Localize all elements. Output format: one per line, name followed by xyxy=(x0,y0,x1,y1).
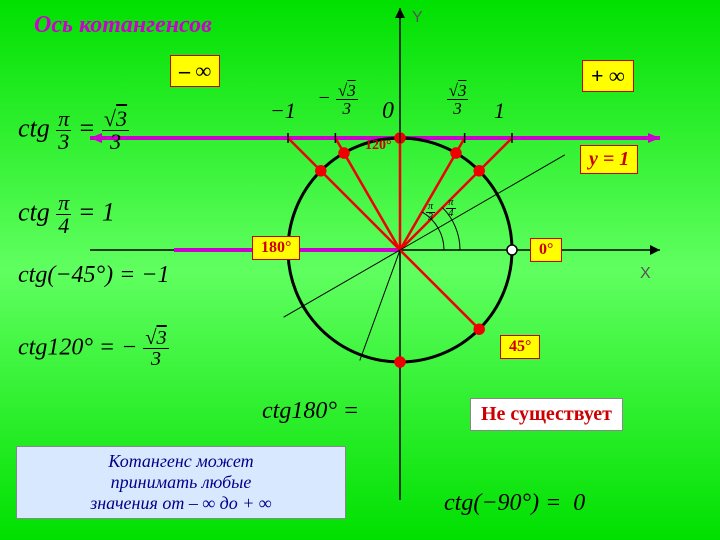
pos-infinity-label: + ∞ xyxy=(582,60,634,92)
y-equals-1-label: y = 1 xyxy=(580,145,638,174)
cot-tick-label: 0 xyxy=(382,98,394,125)
deg-45-label: 45° xyxy=(500,335,540,359)
arc-angle-label: π4 xyxy=(446,198,455,219)
neg-infinity-label: – ∞ xyxy=(170,55,220,87)
cotangent-range-note: Котангенс можетпринимать любыезначения о… xyxy=(16,446,346,519)
formula-ctg-pi-4: ctg π4 = 1 xyxy=(18,192,115,237)
formula-ctg-180: ctg180° = xyxy=(262,398,359,425)
deg-180-label: 180° xyxy=(252,236,300,260)
cot-tick-label: 1 xyxy=(494,98,505,124)
formula-ctg-neg90: ctg(−90°) = 0 xyxy=(444,490,585,517)
cot-tick-label: √33 xyxy=(447,82,469,117)
not-exist-box: Не существует xyxy=(470,398,623,431)
formula-ctg-neg45: ctg(−45°) = −1 xyxy=(18,262,170,289)
deg-120-label: 120° xyxy=(365,138,392,154)
deg-0-label: 0° xyxy=(530,238,562,262)
svg-text:Y: Y xyxy=(412,9,423,26)
formula-ctg-pi-3: ctg π3 = √33 xyxy=(18,108,129,153)
svg-text:X: X xyxy=(640,265,651,282)
cot-tick-label: −1 xyxy=(270,98,296,124)
arc-angle-label: π3 xyxy=(426,202,435,223)
formula-ctg-120: ctg120° = − √33 xyxy=(18,328,169,370)
cot-tick-label: − √33 xyxy=(317,82,357,117)
